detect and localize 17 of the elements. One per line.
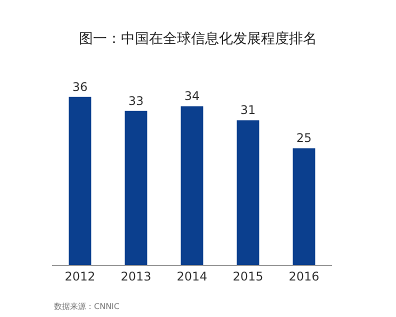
data-label: 25 (296, 131, 312, 146)
bar (180, 106, 204, 265)
bar (236, 120, 260, 265)
data-label: 34 (184, 89, 200, 104)
bar (292, 148, 316, 265)
data-label: 36 (72, 80, 88, 94)
x-tick-label: 2013 (120, 269, 152, 284)
data-label: 31 (240, 103, 256, 118)
source-note: 数据来源：CNNIC (54, 302, 120, 311)
chart-title: 图一：中国在全球信息化发展程度排名 (79, 30, 317, 47)
bar (124, 110, 148, 265)
x-tick-label: 2014 (176, 269, 208, 284)
bar (68, 96, 92, 265)
x-tick-label: 2016 (288, 269, 320, 284)
data-label: 33 (128, 94, 144, 108)
x-tick-label: 2012 (64, 269, 96, 284)
x-tick-label: 2015 (232, 269, 264, 284)
